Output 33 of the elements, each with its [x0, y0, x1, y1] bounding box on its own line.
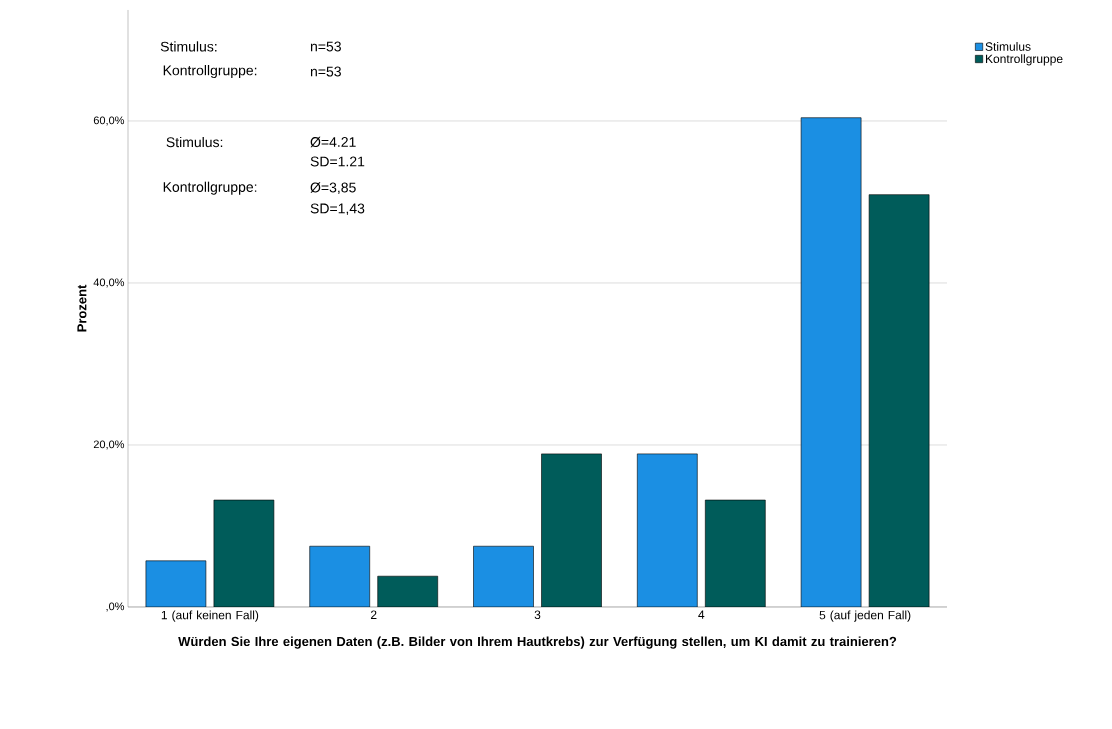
- x-axis-title: Würden Sie Ihre eigenen Daten (z.B. Bilder von Ihrem Hautkrebs) zur Verfügung stellen, um KI damit zu trainieren?: [178, 636, 897, 649]
- bar: [868, 194, 930, 607]
- y-tick-label: ,0%: [106, 602, 125, 612]
- bar: [705, 499, 766, 607]
- bar: [473, 545, 534, 607]
- bar: [541, 453, 602, 607]
- annotation: SD=1.21: [310, 156, 365, 167]
- y-tick-label: 60,0%: [93, 116, 125, 126]
- annotation: Kontrollgruppe:: [163, 181, 257, 195]
- bar: [377, 575, 439, 607]
- annotation: n=53: [310, 41, 341, 52]
- annotation: Stimulus:: [166, 136, 223, 148]
- bar: [800, 117, 862, 607]
- x-tick-label: 1 (auf keinen Fall): [161, 610, 259, 622]
- annotation: Ø=4.21: [310, 136, 356, 148]
- x-tick-label: 4: [698, 610, 705, 619]
- bar: [145, 560, 207, 607]
- x-tick-label: 5 (auf jeden Fall): [819, 610, 911, 622]
- annotation: Stimulus:: [160, 41, 217, 52]
- y-tick-label: 40,0%: [93, 278, 125, 288]
- bar: [213, 499, 275, 607]
- y-axis-title: Prozent: [77, 284, 87, 332]
- annotation: Ø=3,85: [310, 182, 356, 195]
- annotation: Kontrollgruppe:: [163, 65, 257, 79]
- bar: [309, 545, 371, 607]
- annotation: SD=1,43: [310, 203, 365, 216]
- legend-label: Stimulus: [985, 42, 1031, 51]
- bar: [637, 453, 698, 607]
- legend-label: Kontrollgruppe: [986, 54, 1063, 66]
- y-tick-label: 20,0%: [93, 440, 125, 450]
- x-tick-label: 3: [534, 610, 541, 620]
- x-tick-label: 2: [370, 610, 377, 619]
- annotation: n=53: [310, 66, 341, 77]
